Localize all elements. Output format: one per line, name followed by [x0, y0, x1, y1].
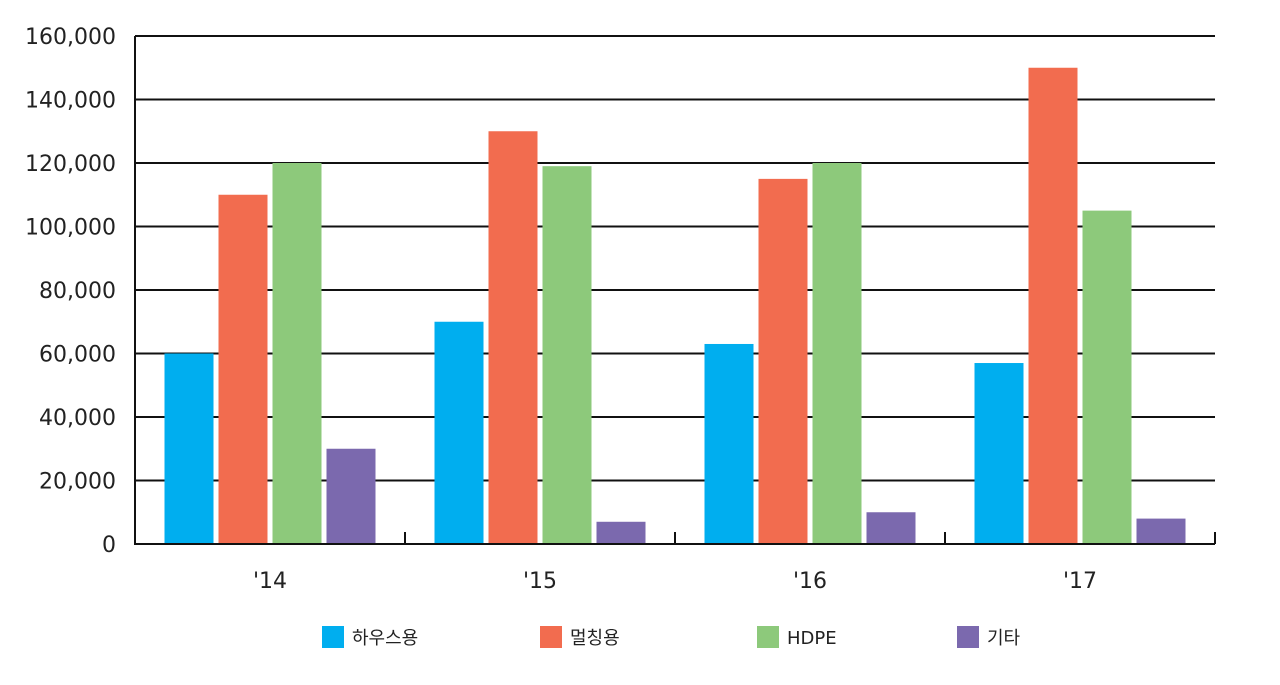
bar-하우스용-'15	[434, 321, 484, 544]
bar-기타-'15	[596, 521, 646, 544]
y-tick-label: 160,000	[25, 25, 116, 50]
x-tick-label: '14	[253, 569, 287, 594]
y-tick-label: 0	[102, 533, 116, 558]
y-tick-label: 140,000	[25, 89, 116, 114]
legend-swatch	[757, 626, 779, 648]
legend-swatch	[957, 626, 979, 648]
bar-HDPE-'15	[542, 166, 592, 545]
y-tick-label: 80,000	[39, 279, 116, 304]
bar-기타-'17	[1136, 518, 1186, 544]
x-axis: '14 '15 '16 '17	[135, 532, 1216, 594]
bar-멀칭용-'17	[1028, 67, 1078, 544]
x-tick-label: '16	[793, 569, 827, 594]
bar-HDPE-'14	[272, 163, 322, 544]
y-tick-label: 40,000	[39, 406, 116, 431]
bar-하우스용-'16	[704, 343, 754, 544]
x-tick-label: '17	[1063, 569, 1097, 594]
y-tick-label: 120,000	[25, 152, 116, 177]
bars	[164, 67, 1186, 545]
legend: 하우스용 멀칭용 HDPE 기타	[322, 626, 1021, 649]
bar-기타-'16	[866, 512, 916, 544]
bar-기타-'14	[326, 448, 376, 544]
legend-label: HDPE	[787, 628, 837, 649]
bar-하우스용-'17	[974, 363, 1024, 544]
bar-멀칭용-'14	[218, 194, 268, 544]
bar-멀칭용-'16	[758, 178, 808, 544]
y-tick-label: 20,000	[39, 470, 116, 495]
y-axis: 0 20,000 40,000 60,000 80,000 100,000 120,000 1…	[25, 25, 136, 558]
bar-멀칭용-'15	[488, 131, 538, 544]
y-tick-label: 60,000	[39, 343, 116, 368]
bar-HDPE-'17	[1082, 210, 1132, 544]
x-tick-label: '15	[523, 569, 557, 594]
legend-swatch	[322, 626, 344, 648]
bar-하우스용-'14	[164, 353, 214, 544]
legend-swatch	[540, 626, 562, 648]
legend-label: 기타	[987, 628, 1021, 649]
legend-label: 하우스용	[352, 628, 418, 649]
y-tick-label: 100,000	[25, 216, 116, 241]
bar-HDPE-'16	[812, 163, 862, 544]
legend-label: 멀칭용	[570, 628, 620, 649]
